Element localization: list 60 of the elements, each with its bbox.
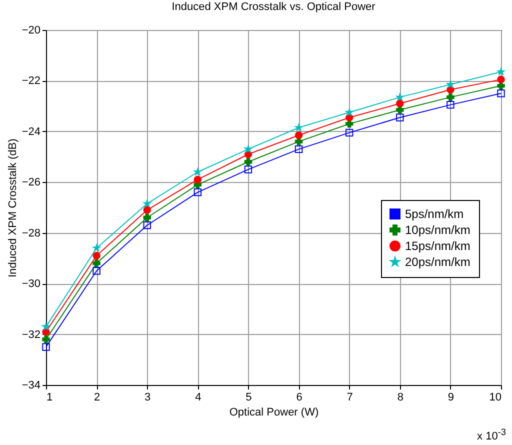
x-tick-label: 1: [46, 392, 53, 404]
y-tick-label: −20: [22, 24, 40, 36]
chart-title: Induced XPM Crosstalk vs. Optical Power: [172, 1, 376, 13]
legend-label: 10ps/nm/km: [405, 223, 470, 237]
point: [92, 259, 100, 268]
point: [244, 145, 252, 152]
point: [42, 343, 50, 351]
point: [295, 124, 302, 131]
point: [396, 114, 404, 122]
point: [396, 93, 404, 100]
point: [244, 158, 252, 166]
point: [244, 166, 252, 174]
point: [446, 80, 454, 88]
point: [143, 221, 151, 230]
point: [446, 93, 454, 102]
y-tick-label: −32: [22, 328, 40, 341]
point: [497, 68, 505, 76]
point: [396, 100, 404, 108]
x-tick-label: 5: [246, 392, 252, 404]
x-tick-label: 10: [489, 392, 502, 404]
point: [497, 90, 505, 98]
point: [194, 168, 202, 176]
point: [294, 145, 303, 154]
y-tick-label: −26: [22, 176, 40, 189]
point: [92, 252, 100, 260]
x-tick-label: 2: [94, 392, 100, 404]
x-tick-label: 6: [296, 392, 302, 404]
point: [42, 328, 50, 336]
y-axis-title: Induced XPM Crosstalk (dB): [6, 138, 19, 278]
y-tick-label: −34: [22, 380, 40, 392]
point: [497, 82, 505, 90]
point: [194, 188, 202, 196]
y-tick-label: −22: [22, 75, 40, 88]
legend-label: 15ps/nm/km: [405, 239, 470, 253]
text: x 10$^{-3}$: [477, 427, 506, 443]
point: [446, 100, 454, 109]
point: [143, 206, 151, 214]
x-tick-label: 7: [346, 392, 353, 404]
point: [143, 200, 151, 207]
point: [92, 244, 100, 252]
legend-label: 20ps/nm/km: [405, 255, 470, 269]
point: [42, 336, 50, 344]
x-tick-label: 4: [195, 392, 202, 404]
y-tick-label: −30: [22, 278, 40, 290]
point: [143, 214, 151, 222]
point: [345, 128, 354, 137]
y-tick-label: −24: [22, 126, 40, 138]
x-axis-title: Optical Power (W): [229, 406, 319, 418]
legend-label: 5ps/nm/km: [405, 207, 464, 221]
x-tick-label: 9: [448, 392, 454, 404]
point: [346, 108, 354, 116]
x-tick-label: 8: [397, 392, 404, 404]
y-tick-label: −28: [22, 227, 40, 240]
point: [294, 138, 303, 146]
point: [294, 131, 303, 140]
point: [42, 322, 50, 330]
point: [92, 267, 100, 275]
x-tick-label: 3: [144, 392, 151, 404]
point: [194, 176, 202, 184]
point: [497, 76, 505, 84]
